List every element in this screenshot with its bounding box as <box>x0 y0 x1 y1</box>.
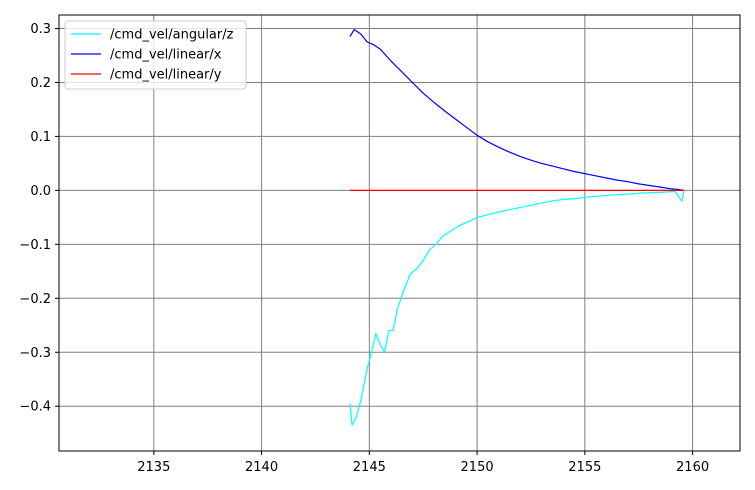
y-tick-label: −0.2 <box>19 292 51 307</box>
series-line-cmd-vel-linear-x <box>349 29 685 191</box>
legend-label: /cmd_vel/linear/y <box>110 68 222 83</box>
x-tick-label: 2135 <box>137 460 170 475</box>
y-tick-label: 0.0 <box>30 184 51 199</box>
legend-box <box>64 20 247 90</box>
legend-entries: /cmd_vel/angular/z/cmd_vel/linear/x/cmd_… <box>71 28 234 83</box>
y-tick-label: 0.2 <box>30 76 51 91</box>
x-tick-label: 2145 <box>353 460 386 475</box>
y-tick-label: −0.1 <box>19 238 51 253</box>
x-tick-label: 2160 <box>676 460 709 475</box>
x-tick-label: 2140 <box>245 460 278 475</box>
y-tick-label: −0.3 <box>19 346 51 361</box>
legend-label: /cmd_vel/linear/x <box>110 48 222 63</box>
legend: /cmd_vel/angular/z/cmd_vel/linear/x/cmd_… <box>64 20 247 90</box>
y-tick-label: 0.3 <box>30 22 51 37</box>
x-tick-label: 2155 <box>568 460 601 475</box>
y-tick-label: −0.4 <box>19 400 51 415</box>
series-line-cmd-vel-angular-z <box>349 190 685 426</box>
y-tick-label: 0.1 <box>30 130 51 145</box>
series-layer <box>349 29 685 426</box>
legend-label: /cmd_vel/angular/z <box>110 28 234 43</box>
tick-layer: 2135 2140 2145 2150 2155 2160 0.3 0.2 0.1 0.0 −0.1… <box>19 22 709 475</box>
x-tick-label: 2150 <box>461 460 494 475</box>
axes-frame <box>58 14 741 452</box>
